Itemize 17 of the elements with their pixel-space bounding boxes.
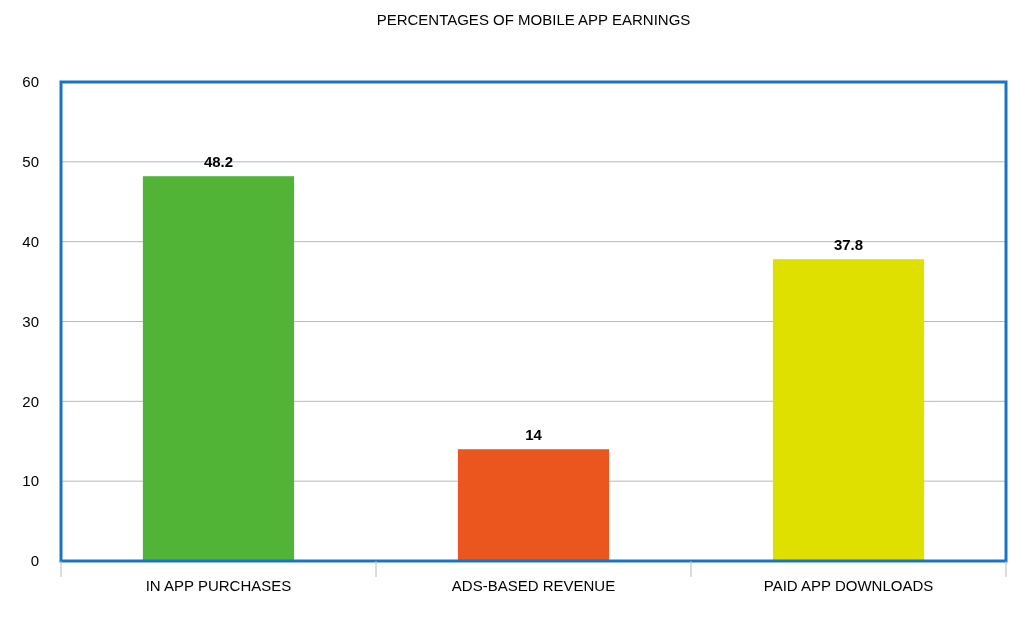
bar xyxy=(457,449,610,561)
y-tick-label: 50 xyxy=(22,153,39,171)
y-tick-label: 20 xyxy=(22,392,39,410)
y-tick-label: 30 xyxy=(22,312,39,330)
data-label: 14 xyxy=(525,426,543,444)
bar xyxy=(772,259,925,561)
y-tick-label: 0 xyxy=(30,552,39,570)
chart-title: PERCENTAGES OF MOBILE APP EARNINGS xyxy=(376,11,691,28)
y-tick-label: 60 xyxy=(22,73,39,91)
bar xyxy=(142,176,295,561)
y-tick-label: 10 xyxy=(22,472,39,490)
x-tick-label: ADS-BASED REVENUE xyxy=(451,577,616,594)
x-tick-label: IN APP PURCHASES xyxy=(145,577,292,594)
data-label: 37.8 xyxy=(833,236,864,254)
data-label: 48.2 xyxy=(203,153,234,171)
x-tick-label: PAID APP DOWNLOADS xyxy=(763,577,934,594)
y-tick-label: 40 xyxy=(22,232,39,250)
